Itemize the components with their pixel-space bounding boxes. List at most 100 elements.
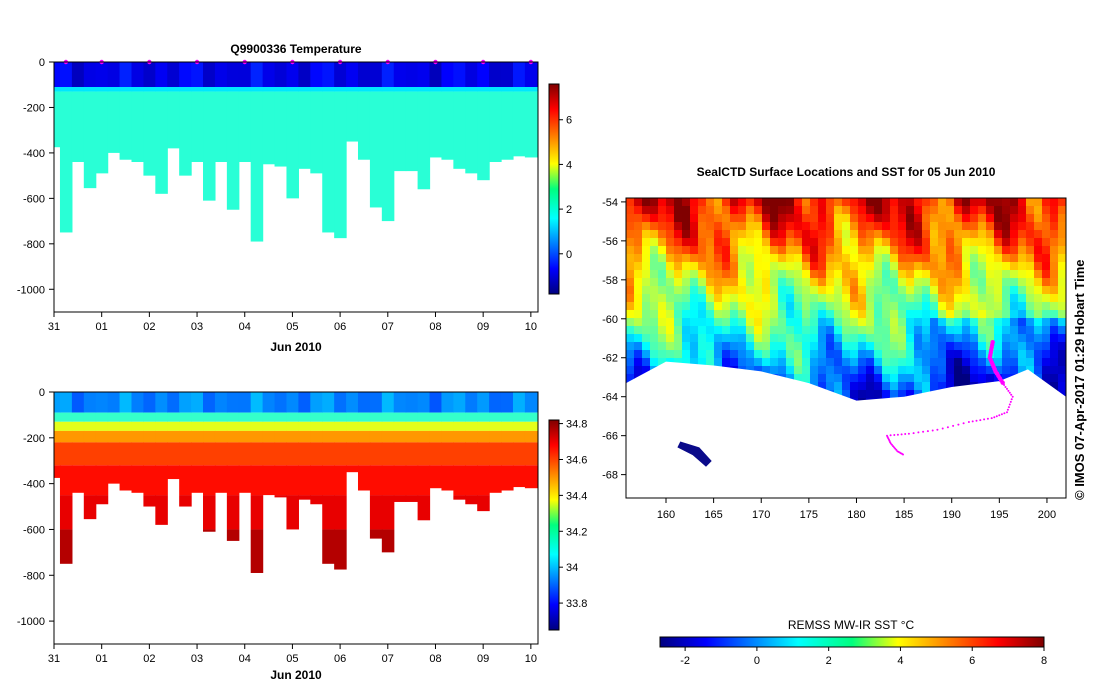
sst-cell [770,286,779,295]
colorbar-tick-label: 33.8 [566,598,587,610]
sst-cell [786,238,795,247]
profile-cell [524,442,538,466]
profile-cell [298,430,311,443]
sst-cell [1018,278,1027,287]
sst-cell [994,198,1003,207]
sst-cell [730,262,739,271]
profile-cell [226,430,240,443]
sst-cell [858,214,867,223]
sst-cell [810,246,819,255]
profile-cell [465,91,478,174]
profile-cell [346,442,359,466]
sst-colorbar [659,636,1045,648]
profile-cell [203,442,216,466]
profile-cell [179,421,192,431]
sst-cell [1050,358,1059,367]
sst-cell [914,246,923,255]
sst-cell [658,294,667,303]
colorbar-tick-label: 2 [566,204,572,216]
sst-cell [978,302,987,311]
y-tick-label: -68 [602,470,618,482]
sst-cell [858,350,867,359]
sst-cell [1018,206,1027,215]
sst-cell [674,206,683,215]
sst-cell [754,254,763,263]
profile-cell [226,87,240,92]
sst-cell [722,302,731,311]
profile-cell [274,62,288,87]
sst-cell [794,254,803,263]
sst-cell [802,222,811,231]
sst-cell [730,334,739,343]
sst-cell [906,366,915,375]
sst-cell [754,318,763,327]
sst-cell [890,294,899,303]
sst-cell [730,302,739,311]
profile-cell [441,87,454,92]
sst-cell [874,238,883,247]
track-point [998,414,1001,417]
sst-cell [866,222,875,231]
sst-cell [1026,238,1035,247]
profile-cell [405,495,419,502]
sst-cell [770,270,779,279]
sst-cell [762,206,771,215]
sst-cell [698,310,707,319]
sst-cell [858,358,867,367]
sst-cell [802,254,811,263]
sst-cell [706,350,715,359]
x-tick-label: 31 [48,321,60,333]
sst-cell [1002,214,1011,223]
track-point [962,422,965,425]
sst-cell [850,254,859,263]
y-tick-label: -800 [23,570,45,582]
sst-cell [706,342,715,351]
sst-cell [1034,206,1043,215]
profile-cell [95,421,109,431]
sst-cell [746,326,755,335]
sst-cell [746,254,755,263]
sst-cell [1018,302,1027,311]
y-tick-label: -56 [602,236,618,248]
profile-cell [226,91,240,210]
sst-cell [970,302,979,311]
sst-colorbar-ticks: -2 0 2 4 6 8 [680,647,1047,667]
sst-cell [1002,286,1011,295]
sst-cell [818,214,827,223]
sst-cell [986,278,995,287]
sst-cell [866,214,875,223]
sst-cell [778,278,787,287]
profile-cell [393,442,407,466]
sst-cell [962,214,971,223]
sst-cell [898,382,907,391]
sst-cell [1018,246,1027,255]
sst-cell [810,366,819,375]
sst-cell [842,206,851,215]
sst-cell [858,286,867,295]
sst-cell [946,238,955,247]
sst-cell [994,270,1003,279]
sst-cell [922,326,931,335]
sst-cell [674,350,683,359]
sst-cell [978,310,987,319]
profile-cell [83,442,97,466]
profile-cell [179,62,192,87]
sst-cell [890,358,899,367]
profile-cell [429,412,443,422]
sst-cell [738,198,747,207]
profile-cell [131,442,145,466]
track-point [895,448,898,451]
sst-cell [722,254,731,263]
sst-cell [842,262,851,271]
sst-cell [994,294,1003,303]
profile-cell [477,421,490,431]
profile-cell [477,495,490,512]
sst-cell [714,342,723,351]
sst-cell [786,278,795,287]
sst-cell [786,270,795,279]
colorbar-tick-label: 34.6 [566,454,587,466]
sst-cell [1034,246,1043,255]
sst-cell [842,334,851,343]
track-point [967,421,970,423]
sst-cell [1058,294,1066,303]
